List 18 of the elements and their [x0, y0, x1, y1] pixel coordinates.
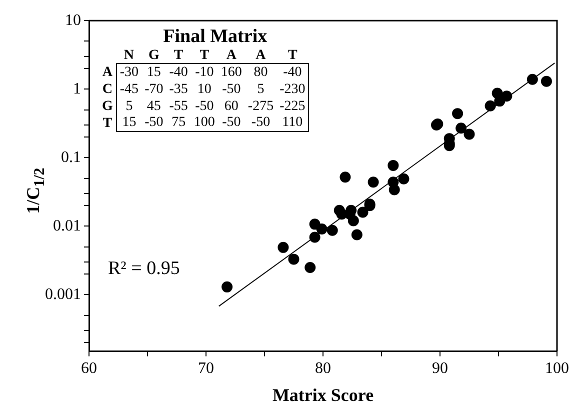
y-tick-label: 0.1	[61, 148, 81, 166]
y-tick-label: 0.01	[53, 217, 81, 234]
x-tick-label: 80	[315, 360, 331, 378]
y-tick-label: 10	[65, 12, 81, 29]
annotation: Final Matrix	[162, 26, 268, 48]
x-axis-title: Matrix Score	[272, 384, 374, 405]
x-tick-label: 100	[545, 360, 569, 378]
y-tick-label: 1	[73, 80, 81, 98]
text: N G T T A A T	[124, 48, 298, 63]
x-tick-label: 90	[432, 360, 448, 378]
y-tick-label: 0.001	[45, 286, 81, 303]
annotation: G 5 45 -55 -50 60 -275 -225	[101, 98, 306, 114]
x-tick-label: 70	[198, 360, 214, 378]
annotation: T 15 -50 75 100 -50 -50 110	[102, 114, 304, 132]
annotation: R² = 0.95	[108, 258, 180, 280]
x-tick-label: 60	[81, 360, 97, 378]
annotation: C -45 -70 -35 10 -50 5 -230	[101, 80, 306, 98]
annotation: A -30 15 -40 -10 160 80 -40	[101, 64, 303, 80]
